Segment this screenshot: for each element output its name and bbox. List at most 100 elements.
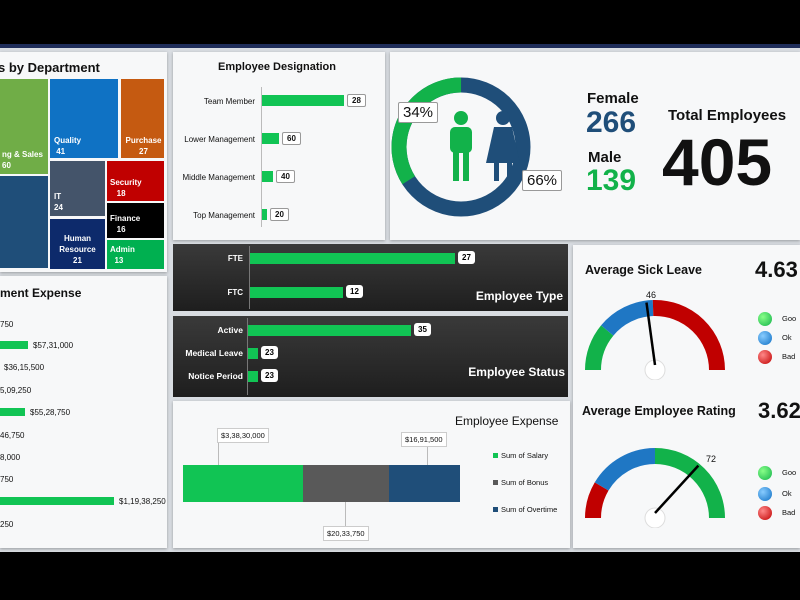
bar-value: 20 [270, 208, 289, 221]
female-percent-label: 34% [398, 102, 439, 123]
gauge-bad-band [585, 482, 609, 519]
treemap-security[interactable]: Security 18 [107, 161, 164, 201]
bar-value: 60 [282, 132, 301, 145]
legend-salary: Sum of Salary [493, 451, 548, 460]
salary-segment[interactable] [183, 465, 303, 502]
gauge-good-band [654, 448, 725, 519]
rating-gauge-label: 72 [706, 454, 717, 464]
male-person-icon [486, 111, 520, 181]
treemap-hr[interactable]: Human Resource 21 [50, 219, 105, 269]
legend-good: Goo [758, 466, 796, 480]
legend-overtime: Sum of Overtime [493, 505, 557, 514]
expense-bar[interactable] [0, 341, 28, 349]
panel-title: Employee Expense [455, 414, 559, 428]
bar-value: 750 [0, 475, 14, 484]
treemap-finance[interactable]: Finance 16 [107, 203, 164, 238]
department-expense-panel: ment Expense 750 $57,31,000 $36,15,500 5… [0, 276, 167, 548]
panel-title: Employee Type [475, 289, 563, 303]
total-employees-label: Total Employees [668, 107, 787, 124]
bar-value: 40 [276, 170, 295, 183]
expense-bar[interactable] [0, 408, 25, 416]
bonus-callout: $20,33,750 [323, 526, 369, 541]
sick-leave-title: Average Sick Leave [585, 263, 702, 277]
row-label: Medical Leave [185, 348, 243, 358]
row-label: Active [217, 325, 243, 335]
employee-designation-panel: Employee Designation Team Member 28 Lowe… [173, 52, 385, 240]
treemap-sales[interactable]: ng & Sales 60 [0, 79, 48, 174]
employee-status-panel: Active 35 Medical Leave 23 Notice Period… [173, 316, 568, 397]
male-percent-label: 66% [522, 170, 563, 191]
salary-callout: $3,38,30,000 [217, 428, 269, 443]
row-label: Team Member [203, 97, 255, 106]
bar-value: 12 [346, 285, 363, 298]
row-label: Lower Management [184, 135, 255, 144]
gauge-needle [654, 464, 700, 514]
legend-good: Goo [758, 312, 796, 326]
employee-expense-panel: Employee Expense $3,38,30,000 $16,91,500… [173, 401, 570, 548]
bar-fte[interactable] [250, 253, 455, 264]
sick-leave-value: 4.63 [755, 257, 798, 282]
treemap-admin[interactable]: Admin 13 [107, 240, 164, 269]
bar-value: 35 [414, 323, 431, 336]
employee-rating-value: 3.62 [758, 398, 800, 423]
overtime-segment[interactable] [389, 465, 460, 502]
bar-value: 23 [261, 369, 278, 382]
top-border [0, 44, 800, 48]
bar-notice-period[interactable] [248, 371, 258, 382]
bar-value: 250 [0, 520, 14, 529]
employees-by-department-panel: s by Department ng & Sales 60 Quality 41 … [0, 52, 167, 272]
bar-team-member[interactable] [262, 95, 344, 106]
male-count: 139 [586, 164, 637, 197]
bar-value: 27 [458, 251, 475, 264]
bar-value: 46,750 [0, 431, 25, 440]
panel-title: s by Department [0, 60, 100, 75]
panel-title: Employee Designation [218, 61, 336, 73]
row-label: Top Management [193, 211, 255, 220]
expense-bar[interactable] [0, 497, 114, 505]
bar-top-management[interactable] [262, 209, 267, 220]
legend-bad: Bad [758, 350, 795, 364]
treemap-other[interactable] [0, 176, 48, 268]
male-label: Male [588, 149, 622, 166]
bar-medical-leave[interactable] [248, 348, 258, 359]
gauges-panel: Average Sick Leave 4.63 46 Goo Ok Bad Av… [573, 245, 800, 548]
legend-ok: Ok [758, 487, 792, 501]
employee-type-panel: FTE 27 FTC 12 Employee Type [173, 244, 568, 311]
panel-title: ment Expense [0, 286, 82, 300]
overtime-callout: $16,91,500 [401, 432, 447, 447]
bar-value: 750 [0, 320, 14, 329]
row-label: Notice Period [188, 371, 243, 381]
gauge-ok-band [594, 448, 656, 491]
bar-value: $55,28,750 [30, 408, 71, 417]
bar-value: 28 [347, 94, 366, 107]
bar-active[interactable] [248, 325, 411, 336]
gauge-ok-band [601, 300, 654, 336]
bar-value: 23 [261, 346, 278, 359]
employee-rating-gauge [585, 448, 725, 528]
sick-gauge-label: 46 [646, 290, 657, 300]
female-count: 266 [586, 106, 637, 139]
treemap-purchase[interactable]: Purchase 27 [121, 79, 164, 158]
bar-lower-management[interactable] [262, 133, 279, 144]
sick-leave-gauge [585, 300, 725, 380]
gauge-bad-band [652, 300, 725, 371]
bar-value: $36,15,500 [4, 363, 45, 372]
gender-panel: 34% 66% Female 266 Male 139 Total Employ… [390, 52, 800, 240]
bar-value: $1,19,38,250 [119, 497, 166, 506]
donut-female-slice [391, 77, 531, 217]
bar-value: $57,31,000 [33, 341, 74, 350]
treemap-it[interactable]: IT 24 [50, 161, 105, 216]
bar-value: 8,000 [0, 453, 21, 462]
gauge-hub [644, 507, 666, 528]
row-label: Middle Management [182, 173, 255, 182]
bar-middle-management[interactable] [262, 171, 273, 182]
legend-ok: Ok [758, 331, 792, 345]
total-employees-count: 405 [662, 125, 773, 199]
bonus-segment[interactable] [303, 465, 389, 502]
gender-donut-chart [391, 77, 531, 217]
treemap-quality[interactable]: Quality 41 [50, 79, 118, 158]
female-label: Female [587, 90, 639, 107]
panel-title: Employee Status [468, 365, 565, 379]
bar-value: 5,09,250 [0, 386, 32, 395]
bar-ftc[interactable] [250, 287, 343, 298]
